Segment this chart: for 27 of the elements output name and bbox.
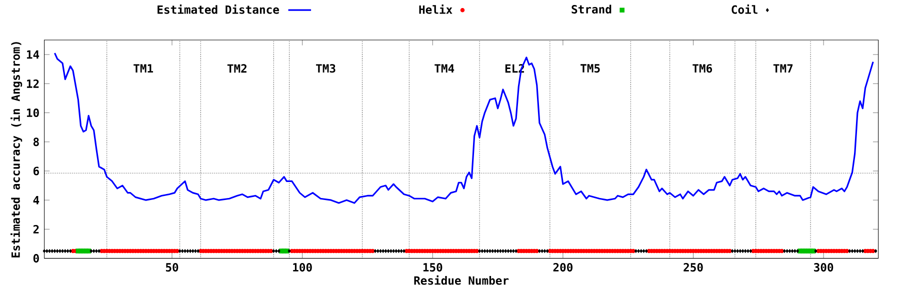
- legend-label: Estimated Distance: [158, 4, 279, 14]
- y-tick-label: 14: [26, 50, 40, 59]
- x-tick-label: 300: [814, 263, 834, 272]
- ref-line-label: TM1: [134, 64, 154, 73]
- y-tick-label: 12: [26, 79, 39, 88]
- ref-line-label: TM5: [580, 64, 600, 73]
- legend-label: Coil: [732, 4, 758, 14]
- ref-line-label: TM4: [434, 64, 454, 73]
- ref-line-label: TM7: [773, 64, 793, 73]
- y-tick-label: 2: [33, 225, 39, 234]
- y-tick-label: 4: [33, 196, 40, 204]
- ref-line-label: TM3: [316, 64, 336, 73]
- y-tick-label: 0: [33, 254, 39, 263]
- x-tick-label: 100: [293, 263, 312, 272]
- ref-line-label: TM2: [227, 64, 246, 73]
- x-axis-title: Residue Number: [414, 275, 509, 285]
- legend-label: Helix: [419, 4, 452, 14]
- y-axis-title: Estimated accuracy (in Angstrom): [10, 42, 22, 258]
- x-tick-label: 250: [684, 263, 703, 272]
- ref-line-label: TM6: [692, 64, 712, 73]
- x-tick-label: 150: [423, 263, 442, 272]
- y-tick-label: 6: [33, 166, 39, 176]
- y-tick-label: 8: [33, 138, 39, 146]
- x-tick-label: 200: [553, 263, 572, 272]
- legend-label: Strand: [572, 4, 612, 14]
- x-tick-label: 50: [166, 263, 178, 272]
- y-tick-label: 10: [26, 108, 39, 118]
